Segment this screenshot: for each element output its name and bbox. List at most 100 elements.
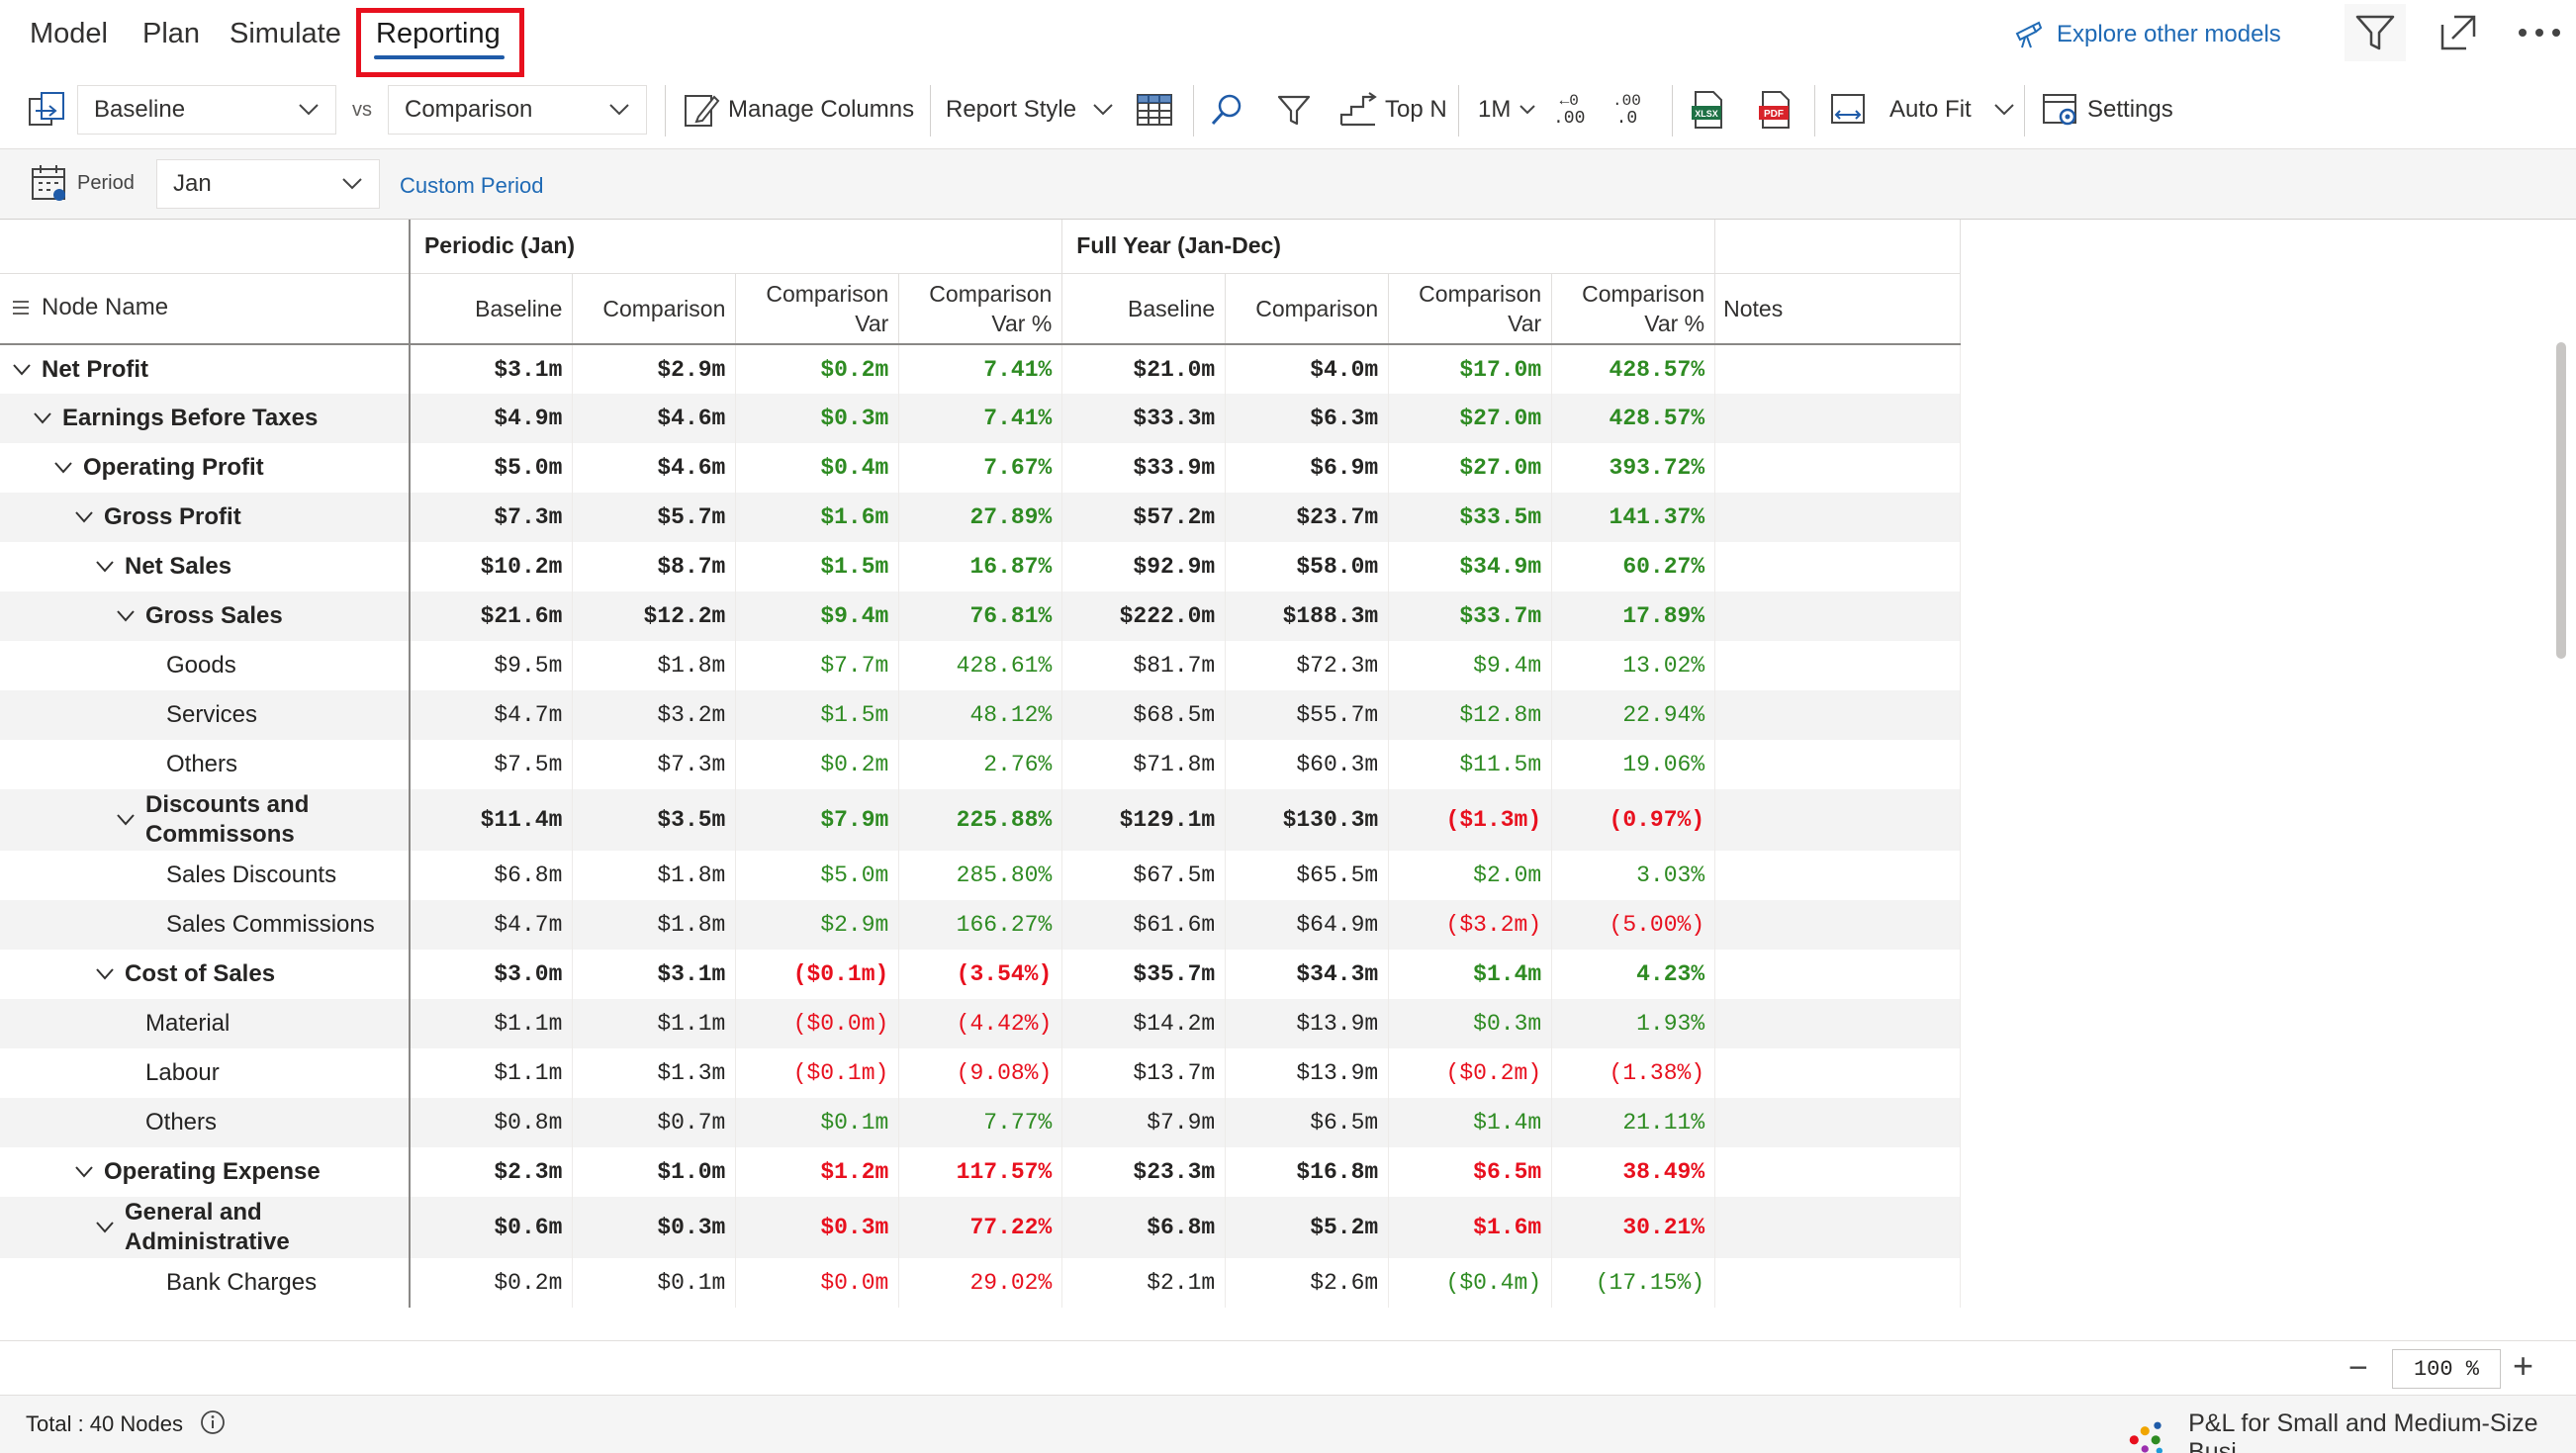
chevron-down-icon[interactable] bbox=[74, 1162, 94, 1182]
node-name-cell[interactable]: Net Profit bbox=[0, 344, 411, 394]
table-row[interactable]: Goods $9.5m $1.8m $7.7m 428.61% $81.7m $72.3m $… bbox=[0, 641, 1961, 690]
comparison-cell[interactable]: $0.3m bbox=[572, 1197, 737, 1258]
baseline-cell[interactable]: $7.3m bbox=[409, 493, 574, 542]
export-excel-button[interactable]: XLSX bbox=[1690, 71, 1725, 148]
fy-comparison-cell[interactable]: $4.0m bbox=[1225, 344, 1390, 394]
var-pct-cell[interactable]: 7.41% bbox=[898, 344, 1063, 394]
fy-var-cell[interactable]: $11.5m bbox=[1388, 740, 1553, 789]
col-header-baseline[interactable]: Baseline bbox=[1061, 273, 1227, 345]
fy-comparison-cell[interactable]: $55.7m bbox=[1225, 690, 1390, 740]
col-header-comparison[interactable]: Comparison bbox=[572, 273, 737, 345]
zoom-in-button[interactable]: + bbox=[2513, 1345, 2534, 1386]
baseline-cell[interactable]: $0.6m bbox=[409, 1197, 574, 1258]
var-cell[interactable]: $9.4m bbox=[735, 591, 900, 641]
focus-mode-button[interactable] bbox=[2428, 4, 2489, 61]
fy-var-cell[interactable]: $1.4m bbox=[1388, 1098, 1553, 1147]
comparison-cell[interactable]: $12.2m bbox=[572, 591, 737, 641]
fy-baseline-cell[interactable]: $61.6m bbox=[1061, 900, 1227, 950]
fy-baseline-cell[interactable]: $71.8m bbox=[1061, 740, 1227, 789]
notes-cell[interactable] bbox=[1714, 493, 1961, 542]
fy-comparison-cell[interactable]: $5.2m bbox=[1225, 1197, 1390, 1258]
baseline-cell[interactable]: $0.2m bbox=[409, 1258, 574, 1308]
fy-comparison-cell[interactable]: $6.5m bbox=[1225, 1098, 1390, 1147]
chevron-down-icon[interactable] bbox=[95, 964, 115, 984]
fy-var-cell[interactable]: $34.9m bbox=[1388, 542, 1553, 591]
fy-var-pct-cell[interactable]: 428.57% bbox=[1551, 394, 1716, 443]
fy-var-pct-cell[interactable]: 19.06% bbox=[1551, 740, 1716, 789]
var-cell[interactable]: $1.6m bbox=[735, 493, 900, 542]
comparison-cell[interactable]: $4.6m bbox=[572, 394, 737, 443]
baseline-cell[interactable]: $1.1m bbox=[409, 1048, 574, 1098]
decrease-decimal-button[interactable]: .00 .0 bbox=[1612, 71, 1641, 148]
comparison-cell[interactable]: $8.7m bbox=[572, 542, 737, 591]
notes-cell[interactable] bbox=[1714, 690, 1961, 740]
table-row[interactable]: Others $0.8m $0.7m $0.1m 7.77% $7.9m $6.5m $1.4… bbox=[0, 1098, 1961, 1147]
fy-var-cell[interactable]: $27.0m bbox=[1388, 394, 1553, 443]
fy-comparison-cell[interactable]: $58.0m bbox=[1225, 542, 1390, 591]
table-row[interactable]: Gross Profit $7.3m $5.7m $1.6m 27.89% $57.2m $… bbox=[0, 493, 1961, 542]
fy-var-pct-cell[interactable]: (5.00%) bbox=[1551, 900, 1716, 950]
fy-var-pct-cell[interactable]: 428.57% bbox=[1551, 344, 1716, 394]
notes-cell[interactable] bbox=[1714, 900, 1961, 950]
fy-var-pct-cell[interactable]: 13.02% bbox=[1551, 641, 1716, 690]
comparison-cell[interactable]: $4.6m bbox=[572, 443, 737, 493]
var-pct-cell[interactable]: 76.81% bbox=[898, 591, 1063, 641]
node-name-cell[interactable]: Goods bbox=[0, 641, 411, 690]
fy-var-pct-cell[interactable]: 22.94% bbox=[1551, 690, 1716, 740]
var-cell[interactable]: ($0.0m) bbox=[735, 999, 900, 1048]
fy-var-cell[interactable]: $12.8m bbox=[1388, 690, 1553, 740]
var-pct-cell[interactable]: (9.08%) bbox=[898, 1048, 1063, 1098]
fy-var-cell[interactable]: ($3.2m) bbox=[1388, 900, 1553, 950]
fy-baseline-cell[interactable]: $81.7m bbox=[1061, 641, 1227, 690]
table-row[interactable]: Earnings Before Taxes $4.9m $4.6m $0.3m 7.41… bbox=[0, 394, 1961, 443]
fy-baseline-cell[interactable]: $21.0m bbox=[1061, 344, 1227, 394]
baseline-cell[interactable]: $3.1m bbox=[409, 344, 574, 394]
fy-var-pct-cell[interactable]: 30.21% bbox=[1551, 1197, 1716, 1258]
var-cell[interactable]: $1.5m bbox=[735, 690, 900, 740]
fy-var-pct-cell[interactable]: (1.38%) bbox=[1551, 1048, 1716, 1098]
fy-baseline-cell[interactable]: $2.1m bbox=[1061, 1258, 1227, 1308]
node-name-cell[interactable]: Gross Profit bbox=[0, 493, 411, 542]
fy-comparison-cell[interactable]: $6.3m bbox=[1225, 394, 1390, 443]
baseline-dropdown[interactable]: Baseline bbox=[77, 85, 336, 135]
node-name-header[interactable]: Node Name bbox=[0, 273, 411, 345]
node-name-cell[interactable]: Services bbox=[0, 690, 411, 740]
fy-var-pct-cell[interactable]: (17.15%) bbox=[1551, 1258, 1716, 1308]
col-header-comparison-var[interactable]: Comparison Var bbox=[735, 273, 900, 345]
comparison-cell[interactable]: $3.5m bbox=[572, 789, 737, 851]
export-pdf-button[interactable]: PDF bbox=[1757, 71, 1793, 148]
var-cell[interactable]: $7.9m bbox=[735, 789, 900, 851]
notes-cell[interactable] bbox=[1714, 542, 1961, 591]
comparison-dropdown[interactable]: Comparison bbox=[388, 85, 647, 135]
fy-comparison-cell[interactable]: $64.9m bbox=[1225, 900, 1390, 950]
explore-other-models-link[interactable]: Explore other models bbox=[2013, 20, 2281, 49]
fy-var-pct-cell[interactable]: 1.93% bbox=[1551, 999, 1716, 1048]
var-pct-cell[interactable]: 166.27% bbox=[898, 900, 1063, 950]
vertical-scrollbar[interactable] bbox=[2556, 342, 2566, 659]
fy-var-pct-cell[interactable]: 21.11% bbox=[1551, 1098, 1716, 1147]
comparison-cell[interactable]: $3.1m bbox=[572, 950, 737, 999]
fy-comparison-cell[interactable]: $13.9m bbox=[1225, 1048, 1390, 1098]
filter-pane-button[interactable] bbox=[2345, 4, 2406, 61]
var-pct-cell[interactable]: (3.54%) bbox=[898, 950, 1063, 999]
var-cell[interactable]: $5.0m bbox=[735, 851, 900, 900]
col-header-comparison-var-pct[interactable]: Comparison Var % bbox=[898, 273, 1063, 345]
fy-var-pct-cell[interactable]: 38.49% bbox=[1551, 1147, 1716, 1197]
comparison-cell[interactable]: $7.3m bbox=[572, 740, 737, 789]
zoom-level-input[interactable]: 100 % bbox=[2392, 1349, 2501, 1389]
chevron-down-icon[interactable] bbox=[33, 409, 52, 428]
fy-comparison-cell[interactable]: $34.3m bbox=[1225, 950, 1390, 999]
chevron-down-icon[interactable] bbox=[116, 606, 136, 626]
baseline-cell[interactable]: $4.9m bbox=[409, 394, 574, 443]
baseline-cell[interactable]: $4.7m bbox=[409, 900, 574, 950]
notes-cell[interactable] bbox=[1714, 1197, 1961, 1258]
baseline-cell[interactable]: $1.1m bbox=[409, 999, 574, 1048]
baseline-cell[interactable]: $6.8m bbox=[409, 851, 574, 900]
var-pct-cell[interactable]: 27.89% bbox=[898, 493, 1063, 542]
fy-var-cell[interactable]: $33.5m bbox=[1388, 493, 1553, 542]
comparison-cell[interactable]: $1.8m bbox=[572, 900, 737, 950]
var-cell[interactable]: ($0.1m) bbox=[735, 1048, 900, 1098]
var-pct-cell[interactable]: 48.12% bbox=[898, 690, 1063, 740]
baseline-cell[interactable]: $2.3m bbox=[409, 1147, 574, 1197]
table-row[interactable]: Operating Expense $2.3m $1.0m $1.2m 117.57% $… bbox=[0, 1147, 1961, 1197]
